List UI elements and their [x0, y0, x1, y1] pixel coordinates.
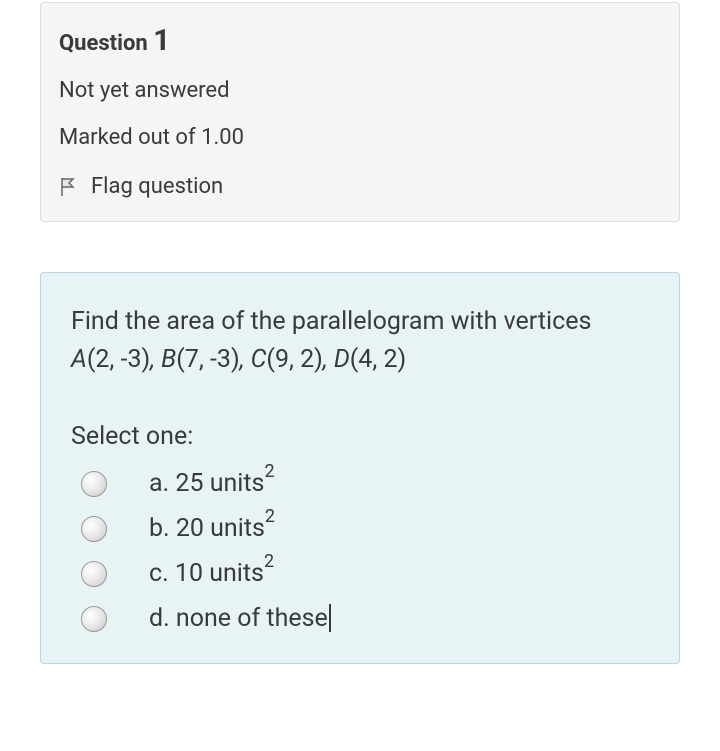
- option-d-label: d. none of these: [149, 604, 331, 633]
- prompt-line1: Find the area of the parallelogram with …: [71, 307, 591, 336]
- flag-icon: [59, 176, 79, 198]
- options-list: a. 25 units2 b. 20 units2 c. 10 units2 d…: [71, 469, 649, 633]
- radio-b[interactable]: [81, 516, 107, 542]
- option-a[interactable]: a. 25 units2: [71, 469, 649, 498]
- vertex-d-label: D: [334, 345, 350, 374]
- vertex-c-coords: (9, 2): [266, 345, 322, 374]
- question-content-panel: Find the area of the parallelogram with …: [40, 272, 680, 664]
- option-a-label: a. 25 units2: [149, 469, 275, 498]
- select-one-label: Select one:: [71, 422, 649, 451]
- question-label: Question: [59, 31, 148, 56]
- marks-info: Marked out of 1.00: [59, 125, 661, 150]
- vertex-a-label: A: [71, 345, 87, 374]
- flag-question-link[interactable]: Flag question: [59, 174, 661, 199]
- option-c-label: c. 10 units2: [149, 559, 274, 588]
- vertex-a-coords: (2, -3): [87, 345, 150, 374]
- radio-c[interactable]: [81, 561, 107, 587]
- option-d[interactable]: d. none of these: [71, 604, 649, 633]
- question-title: Question 1: [59, 23, 661, 58]
- flag-label: Flag question: [91, 174, 223, 199]
- vertex-d-coords: (4, 2): [350, 345, 406, 374]
- radio-d[interactable]: [81, 606, 107, 632]
- answer-status: Not yet answered: [59, 78, 661, 103]
- option-b[interactable]: b. 20 units2: [71, 514, 649, 543]
- question-number: 1: [153, 23, 170, 58]
- option-b-label: b. 20 units2: [149, 514, 275, 543]
- option-c[interactable]: c. 10 units2: [71, 559, 649, 588]
- vertex-b-label: B: [161, 345, 176, 374]
- question-prompt: Find the area of the parallelogram with …: [71, 303, 649, 378]
- vertex-b-coords: (7, -3): [176, 345, 239, 374]
- vertex-c-label: C: [251, 345, 267, 374]
- text-cursor: [329, 604, 331, 632]
- radio-a[interactable]: [81, 471, 107, 497]
- question-info-panel: Question 1 Not yet answered Marked out o…: [40, 2, 680, 222]
